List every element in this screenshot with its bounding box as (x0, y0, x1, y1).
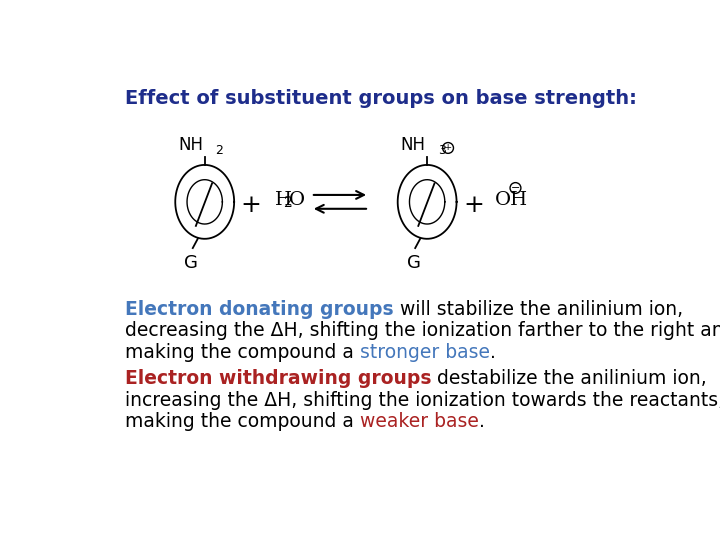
Text: weaker base: weaker base (360, 412, 479, 431)
Text: +: + (463, 194, 484, 217)
Text: −: − (510, 183, 520, 193)
Text: NH: NH (178, 136, 203, 154)
Text: Electron donating groups: Electron donating groups (125, 300, 394, 319)
Text: NH: NH (400, 136, 426, 154)
Text: increasing the ΔH, shifting the ionization towards the reactants,: increasing the ΔH, shifting the ionizati… (125, 390, 720, 409)
Text: Electron withdrawing groups: Electron withdrawing groups (125, 369, 431, 388)
Text: destabilize the anilinium ion,: destabilize the anilinium ion, (431, 369, 707, 388)
Text: will stabilize the anilinium ion,: will stabilize the anilinium ion, (394, 300, 683, 319)
Text: O: O (289, 191, 305, 208)
Text: +: + (444, 144, 452, 152)
Text: 2: 2 (215, 144, 223, 157)
Text: OH: OH (495, 191, 528, 208)
Text: G: G (407, 254, 420, 272)
Text: H: H (274, 191, 292, 208)
Text: making the compound a: making the compound a (125, 412, 360, 431)
Text: 2: 2 (283, 197, 292, 211)
Text: 3: 3 (438, 144, 446, 157)
Text: .: . (490, 343, 495, 362)
Text: decreasing the ΔH, shifting the ionization farther to the right and: decreasing the ΔH, shifting the ionizati… (125, 321, 720, 340)
Text: Effect of substituent groups on base strength:: Effect of substituent groups on base str… (125, 90, 636, 109)
Text: +: + (240, 194, 261, 217)
Text: G: G (184, 254, 198, 272)
Text: stronger base: stronger base (360, 343, 490, 362)
Text: making the compound a: making the compound a (125, 343, 360, 362)
Text: .: . (479, 412, 485, 431)
